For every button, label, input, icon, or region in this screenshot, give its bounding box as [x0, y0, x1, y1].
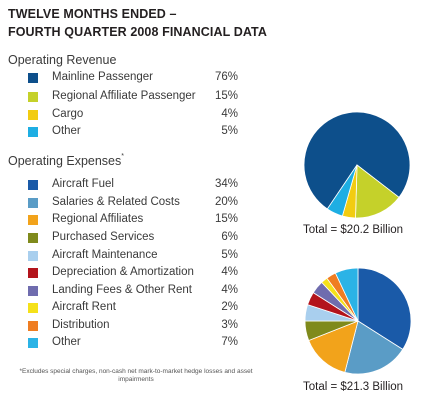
legend-value: 4%	[221, 266, 238, 278]
legend-value: 4%	[221, 284, 238, 296]
legend-swatch	[28, 338, 38, 348]
legend-item-other-revenue: Other 5%	[28, 125, 238, 141]
legend-item-aircraft-fuel: Aircraft Fuel 34%	[28, 178, 238, 194]
legend-item-salaries: Salaries & Related Costs 20%	[28, 196, 238, 212]
legend-label: Salaries & Related Costs	[52, 196, 180, 208]
legend-label: Distribution	[52, 319, 110, 331]
legend-item-other-expenses: Other 7%	[28, 336, 238, 352]
legend-label: Aircraft Maintenance	[52, 249, 158, 261]
legend-label: Mainline Passenger	[52, 71, 154, 83]
pie-slice-other	[334, 267, 359, 322]
footnote-marker: *	[121, 153, 124, 160]
legend-swatch	[28, 127, 38, 137]
legend-label: Aircraft Rent	[52, 301, 116, 313]
legend-item-depreciation: Depreciation & Amortization 4%	[28, 266, 238, 282]
legend-swatch	[28, 92, 38, 102]
legend-label: Purchased Services	[52, 231, 155, 243]
legend-item-landing-fees: Landing Fees & Other Rent 4%	[28, 284, 238, 300]
legend-swatch	[28, 268, 38, 278]
legend-swatch	[28, 286, 38, 296]
footnote: *Excludes special charges, non-cash net …	[19, 368, 253, 383]
revenue-total: Total = $20.2 Billion	[303, 224, 404, 236]
legend-label: Other	[52, 125, 81, 137]
legend-swatch	[28, 303, 38, 313]
operating-expenses-heading: Operating Expenses*	[8, 153, 124, 168]
legend-value: 5%	[221, 249, 238, 261]
legend-value: 20%	[214, 196, 238, 208]
legend-item-aircraft-rent: Aircraft Rent 2%	[28, 301, 238, 317]
legend-label: Cargo	[52, 108, 84, 120]
operating-revenue-title: Operating Revenue	[8, 53, 117, 67]
legend-swatch	[28, 73, 38, 83]
operating-expenses-title: Operating Expenses	[8, 154, 122, 168]
legend-item-regional-affiliates: Regional Affiliates 15%	[28, 213, 238, 229]
legend-item-distribution: Distribution 3%	[28, 319, 238, 335]
legend-swatch	[28, 110, 38, 120]
legend-item-aircraft-maintenance: Aircraft Maintenance 5%	[28, 249, 238, 265]
legend-swatch	[28, 251, 38, 261]
pie-slice-other	[326, 164, 358, 217]
expenses-pie-chart	[304, 267, 412, 375]
legend-label: Regional Affiliate Passenger	[52, 90, 196, 102]
legend-swatch	[28, 233, 38, 243]
legend-label: Aircraft Fuel	[52, 178, 114, 190]
legend-value: 5%	[221, 125, 238, 137]
report-title-line-2: FOURTH QUARTER 2008 FINANCIAL DATA	[8, 25, 267, 39]
pie-slice-regional-affiliate-passenger	[355, 164, 400, 219]
legend-swatch	[28, 321, 38, 331]
legend-value: 3%	[221, 319, 238, 331]
legend-item-mainline-passenger: Mainline Passenger 76%	[28, 71, 238, 87]
legend-value: 15%	[214, 90, 238, 102]
legend-value: 15%	[214, 213, 238, 225]
pie-slice-mainline-passenger	[303, 111, 411, 210]
legend-item-cargo: Cargo 4%	[28, 108, 238, 124]
legend-value: 34%	[214, 178, 238, 190]
legend-swatch	[28, 180, 38, 190]
report-title-line-1: TWELVE MONTHS ENDED –	[8, 7, 177, 21]
legend-item-purchased-services: Purchased Services 6%	[28, 231, 238, 247]
pie-slice-regional-affiliates	[308, 320, 359, 373]
legend-label: Other	[52, 336, 81, 348]
legend-swatch	[28, 198, 38, 208]
legend-label: Landing Fees & Other Rent	[52, 284, 192, 296]
legend-value: 76%	[214, 71, 238, 83]
operating-revenue-heading: Operating Revenue	[8, 53, 116, 67]
expenses-total: Total = $21.3 Billion	[303, 381, 404, 393]
legend-value: 4%	[221, 108, 238, 120]
legend-value: 2%	[221, 301, 238, 313]
legend-item-regional-affiliate-passenger: Regional Affiliate Passenger 15%	[28, 90, 238, 106]
legend-label: Depreciation & Amortization	[52, 266, 194, 278]
legend-swatch	[28, 215, 38, 225]
legend-value: 7%	[221, 336, 238, 348]
pie-slice-salaries-related-costs	[344, 320, 404, 375]
legend-label: Regional Affiliates	[52, 213, 144, 225]
legend-value: 6%	[221, 231, 238, 243]
revenue-pie-chart	[303, 111, 411, 219]
